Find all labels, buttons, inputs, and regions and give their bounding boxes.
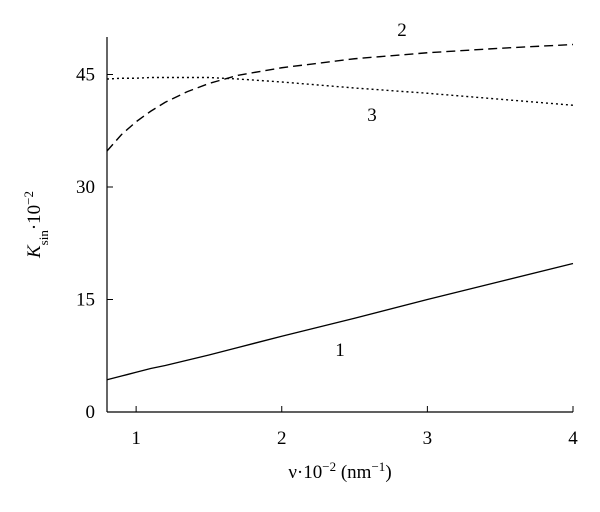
y-tick-label: 0 xyxy=(86,402,96,423)
x-axis-label: ν·10−2 (nm−1) xyxy=(288,459,391,484)
x-tick-label: 1 xyxy=(131,428,141,449)
x-tick-label: 3 xyxy=(423,428,433,449)
label-part: K xyxy=(24,244,45,259)
label-part: ν·10 xyxy=(288,462,322,483)
y-axis-label: Ksin·10−2 xyxy=(21,191,51,259)
label-part: ·10 xyxy=(24,205,45,230)
series-line xyxy=(106,43,574,152)
y-tick-label: 45 xyxy=(76,65,95,86)
x-tick-label: 2 xyxy=(277,428,287,449)
series-label: 1 xyxy=(335,340,345,361)
label-part: (nm xyxy=(336,462,372,483)
label-part: −2 xyxy=(21,191,36,205)
series-line xyxy=(106,76,574,106)
y-tick-label: 30 xyxy=(76,177,95,198)
series-label: 3 xyxy=(367,105,377,126)
label-part: −2 xyxy=(322,459,336,474)
label-part: ) xyxy=(385,462,391,483)
y-tick-label: 15 xyxy=(76,290,95,311)
series-label: 2 xyxy=(397,20,407,41)
label-part: sin xyxy=(36,230,51,246)
label-part: −1 xyxy=(371,459,385,474)
x-tick-label: 4 xyxy=(568,428,578,449)
series-line xyxy=(106,262,574,381)
